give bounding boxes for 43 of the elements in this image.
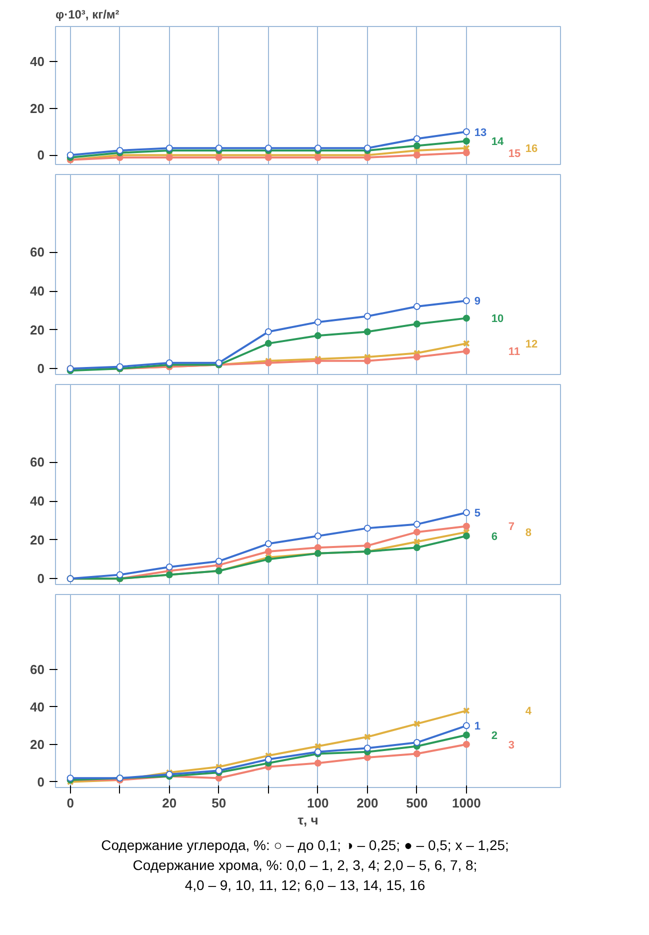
y-tick-label: 20 — [30, 100, 45, 116]
y-tick-label: 20 — [30, 532, 45, 548]
text: 10 — [491, 313, 504, 326]
x-tick-label: 0 — [66, 796, 74, 810]
series-label: 1 — [474, 720, 481, 733]
y-tick-label: 40 — [30, 54, 45, 70]
text: 6 — [491, 530, 498, 543]
y-tick-label: 0 — [37, 361, 45, 376]
text: 8 — [525, 527, 532, 540]
text: 11 — [508, 346, 520, 358]
y-tick-label: 60 — [30, 244, 45, 260]
y-tick-label: 40 — [30, 699, 45, 714]
x-axis-title: τ, ч — [298, 812, 318, 828]
text: Содержание хрома, %: 0,0 – 1, 2, 3, 4; 2,0 – 5, 6, 7, 8; — [132, 857, 478, 873]
y-tick-label: 0 — [37, 148, 45, 163]
text: 4,0 – 9, 10, 11, 12; 6,0 – 13, 14, 15, 16 — [184, 877, 426, 893]
y-axis-title: φ·10³, кг/м² — [56, 8, 120, 22]
text: 12 — [525, 338, 538, 350]
y-tick-label: 0 — [37, 571, 45, 586]
y-tick-label: 0 — [37, 774, 45, 790]
x-tick-label: 100 — [307, 796, 329, 810]
series-label: 9 — [474, 296, 481, 308]
text: 14 — [491, 136, 505, 148]
y-tick-label: 20 — [30, 322, 45, 338]
text: 2 — [491, 730, 498, 742]
x-tick-label: 200 — [356, 796, 378, 810]
text: 15 — [508, 148, 521, 160]
x-tick-label: 20 — [162, 796, 177, 810]
text: 7 — [508, 521, 515, 534]
x-tick-label: 50 — [212, 796, 226, 810]
text: 3 — [508, 739, 515, 752]
y-tick-label: 60 — [30, 454, 45, 470]
x-tick-label: 1000 — [452, 796, 481, 810]
y-tick-label: 20 — [30, 736, 45, 752]
y-tick-label: 40 — [30, 284, 45, 299]
y-tick-label: 40 — [30, 494, 45, 509]
text: 4 — [525, 706, 532, 718]
text: 16 — [525, 143, 538, 156]
text: Содержание углерода, %: ○ – до 0,1; ◑ – 0,25; ● – 0,5; x – 1,25; — [101, 837, 509, 853]
x-tick-label: 500 — [406, 796, 428, 810]
y-tick-label: 60 — [30, 662, 45, 677]
series-label: 5 — [474, 508, 481, 520]
series-label: 13 — [474, 126, 487, 139]
